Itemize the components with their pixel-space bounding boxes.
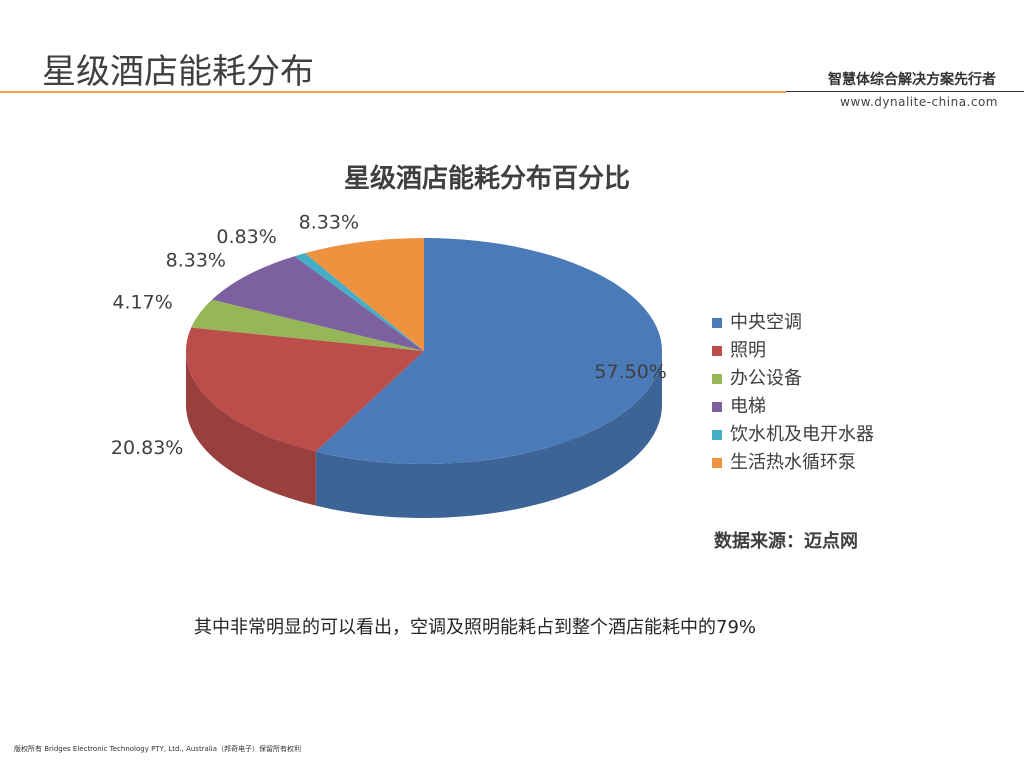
legend-item: 生活热水循环泵 xyxy=(712,452,892,474)
legend-item: 照明 xyxy=(712,340,892,362)
legend-label: 生活热水循环泵 xyxy=(730,452,856,473)
legend-item: 电梯 xyxy=(712,396,892,418)
chart-legend: 中央空调 照明 办公设备 电梯 饮水机及电开水器 生活热水循环泵 xyxy=(712,312,892,480)
chart-title: 星级酒店能耗分布百分比 xyxy=(344,164,631,194)
title-divider xyxy=(0,91,786,93)
legend-swatch xyxy=(712,402,722,412)
brand-slogan: 智慧体综合解决方案先行者 xyxy=(828,72,996,88)
brand-url: www.dynalite-china.com xyxy=(840,95,998,109)
pie-slice xyxy=(305,238,424,351)
legend-label: 电梯 xyxy=(730,396,766,417)
legend-label: 中央空调 xyxy=(730,312,802,333)
legend-swatch xyxy=(712,374,722,384)
legend-item: 饮水机及电开水器 xyxy=(712,424,892,446)
pie-slice xyxy=(315,238,662,464)
pie-slice xyxy=(185,327,424,452)
data-source-note: 数据来源：迈点网 xyxy=(714,531,858,552)
legend-label: 饮水机及电开水器 xyxy=(730,424,874,445)
legend-label: 办公设备 xyxy=(730,368,802,389)
legend-swatch xyxy=(712,346,722,356)
pie-slice xyxy=(191,299,424,351)
brand-divider xyxy=(786,91,1024,92)
pie-data-label: 0.83% xyxy=(216,226,276,248)
pie-data-label: 57.50% xyxy=(594,361,666,383)
pie-slice-side xyxy=(186,351,316,506)
legend-item: 办公设备 xyxy=(712,368,892,390)
pie-slice xyxy=(294,253,424,351)
pie-data-label: 4.17% xyxy=(112,292,172,314)
pie-data-label: 8.33% xyxy=(299,212,359,234)
slide-title: 星级酒店能耗分布 xyxy=(42,52,314,92)
pie-slice xyxy=(211,256,424,351)
legend-label: 照明 xyxy=(730,340,766,361)
pie-data-label: 8.33% xyxy=(166,249,226,271)
copyright-footer: 版权所有 Bridges Electronic Technology PTY, … xyxy=(14,745,302,753)
legend-swatch xyxy=(712,430,722,440)
conclusion-text: 其中非常明显的可以看出，空调及照明能耗占到整个酒店能耗中的79% xyxy=(194,617,757,638)
pie-slice-side xyxy=(315,351,662,518)
pie-data-label: 20.83% xyxy=(111,437,183,459)
legend-swatch xyxy=(712,318,722,328)
legend-swatch xyxy=(712,458,722,468)
legend-item: 中央空调 xyxy=(712,312,892,334)
